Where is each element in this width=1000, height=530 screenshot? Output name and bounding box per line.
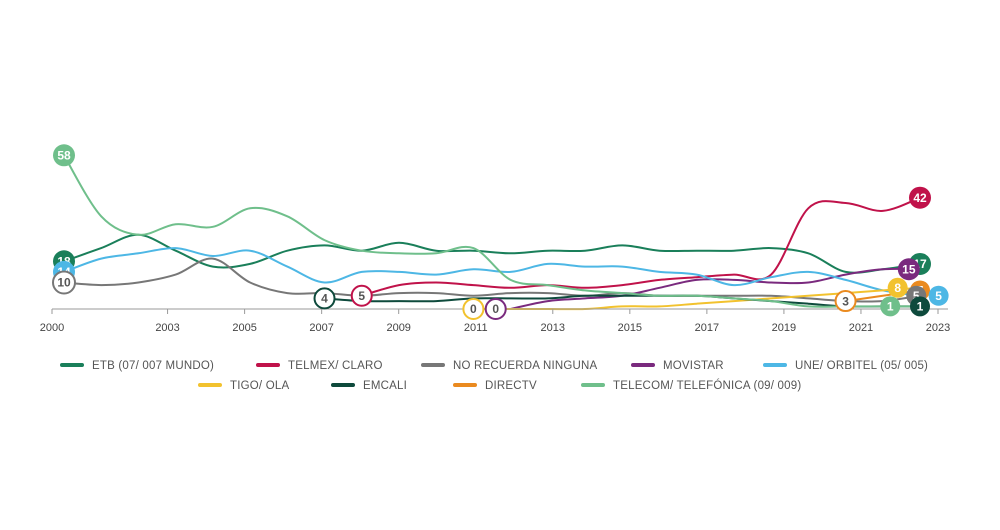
legend-item-directv: DIRECTV xyxy=(453,380,537,392)
x-tick-label: 2013 xyxy=(541,322,565,334)
x-tick-label: 2005 xyxy=(232,322,256,334)
badge-circle xyxy=(350,284,373,307)
badge-circle xyxy=(910,296,930,317)
series-line-no-recuerda-ninguna xyxy=(63,257,921,303)
badge-circle xyxy=(928,285,949,306)
value-badge-movistar: 15 xyxy=(897,258,920,281)
value-badges: 5818141045003421715785511 xyxy=(52,144,949,320)
badge-label: 8 xyxy=(894,281,901,295)
badge-label: 3 xyxy=(842,294,849,308)
x-axis-ticks: 2000 2003 2005 2007 2009 2011 2013 2015 2017 2019… xyxy=(40,309,950,334)
legend-item-etb-07-007-mundo: ETB (07/ 007 MUNDO) xyxy=(60,360,214,372)
value-badge-telecom-telefonica-09-009: 1 xyxy=(880,296,901,317)
badge-label: 58 xyxy=(57,149,71,163)
value-badge-telmex-claro: 5 xyxy=(350,284,373,307)
value-badge-directv: 3 xyxy=(834,290,857,313)
value-badge-emcali: 4 xyxy=(313,287,336,310)
badge-label: 4 xyxy=(321,292,328,306)
legend-label: TIGO/ OLA xyxy=(230,380,289,392)
badge-circle xyxy=(909,186,931,209)
series-line-une-orbitel-05-005 xyxy=(63,247,921,297)
series-lines xyxy=(63,154,921,311)
badge-circle xyxy=(53,144,75,167)
legend-label: UNE/ ORBITEL (05/ 005) xyxy=(795,360,928,372)
value-badge-emcali: 1 xyxy=(910,296,930,317)
legend-item-telmex-claro: TELMEX/ CLARO xyxy=(256,360,383,372)
legend-item-emcali: EMCALI xyxy=(331,380,407,392)
legend-item-tigo-ola: TIGO/ OLA xyxy=(198,380,289,392)
legend-item-une-orbitel-05-005: UNE/ ORBITEL (05/ 005) xyxy=(763,360,928,372)
legend: ETB (07/ 007 MUNDO) TELMEX/ CLARO NO RECUE… xyxy=(60,360,928,392)
badge-label: 5 xyxy=(358,289,365,303)
x-tick-label: 2011 xyxy=(464,322,488,334)
x-tick-label: 2003 xyxy=(155,322,179,334)
legend-item-no-recuerda-ninguna: NO RECUERDA NINGUNA xyxy=(421,360,598,372)
value-badge-movistar: 0 xyxy=(484,298,507,320)
badge-label: 0 xyxy=(492,302,499,316)
legend-label: EMCALI xyxy=(363,380,407,392)
legend-label: NO RECUERDA NINGUNA xyxy=(453,360,598,372)
value-badge-no-recuerda-ninguna: 10 xyxy=(52,270,76,295)
badge-circle xyxy=(880,296,901,317)
series-line-etb-07-007-mundo xyxy=(63,233,921,274)
legend-label: DIRECTV xyxy=(485,380,537,392)
badge-circle xyxy=(897,258,920,281)
x-tick-label: 2000 xyxy=(40,322,64,334)
series-line-emcali xyxy=(323,294,921,308)
series-line-telecom-telefonica-09-009 xyxy=(63,154,921,308)
legend-item-movistar: MOVISTAR xyxy=(631,360,724,372)
series-line-telmex-claro xyxy=(360,196,921,297)
badge-circle xyxy=(313,287,336,310)
badge-circle xyxy=(484,298,507,320)
badge-label: 5 xyxy=(935,289,942,303)
badge-circle xyxy=(52,270,76,295)
badge-label: 1 xyxy=(917,300,924,314)
value-badge-telecom-telefonica-09-009: 58 xyxy=(53,144,75,167)
value-badge-une-orbitel-05-005: 5 xyxy=(928,285,949,306)
value-badge-tigo-ola: 0 xyxy=(462,298,485,320)
series-line-movistar xyxy=(509,267,921,310)
badge-label: 42 xyxy=(913,191,927,205)
x-tick-label: 2015 xyxy=(618,322,642,334)
x-tick-label: 2023 xyxy=(926,322,950,334)
x-tick-label: 2009 xyxy=(386,322,410,334)
legend-item-telecom-telefonica-09-009: TELECOM/ TELEFÓNICA (09/ 009) xyxy=(581,379,801,392)
badge-circle xyxy=(887,277,908,298)
value-badge-tigo-ola: 8 xyxy=(887,277,908,298)
badge-label: 5 xyxy=(913,289,920,303)
badge-label: 15 xyxy=(902,262,916,276)
value-badge-telmex-claro: 42 xyxy=(909,186,931,209)
legend-label: TELMEX/ CLARO xyxy=(288,360,383,372)
badge-circle xyxy=(462,298,485,320)
x-tick-label: 2021 xyxy=(849,322,873,334)
badge-label: 0 xyxy=(470,302,477,316)
legend-label: TELECOM/ TELEFÓNICA (09/ 009) xyxy=(613,379,801,392)
badge-label: 10 xyxy=(57,276,71,290)
legend-label: MOVISTAR xyxy=(663,360,724,372)
x-tick-label: 2019 xyxy=(772,322,796,334)
badge-label: 1 xyxy=(887,300,894,314)
x-tick-label: 2007 xyxy=(309,322,333,334)
legend-label: ETB (07/ 007 MUNDO) xyxy=(92,360,214,372)
x-tick-label: 2017 xyxy=(695,322,719,334)
badge-circle xyxy=(834,290,857,313)
